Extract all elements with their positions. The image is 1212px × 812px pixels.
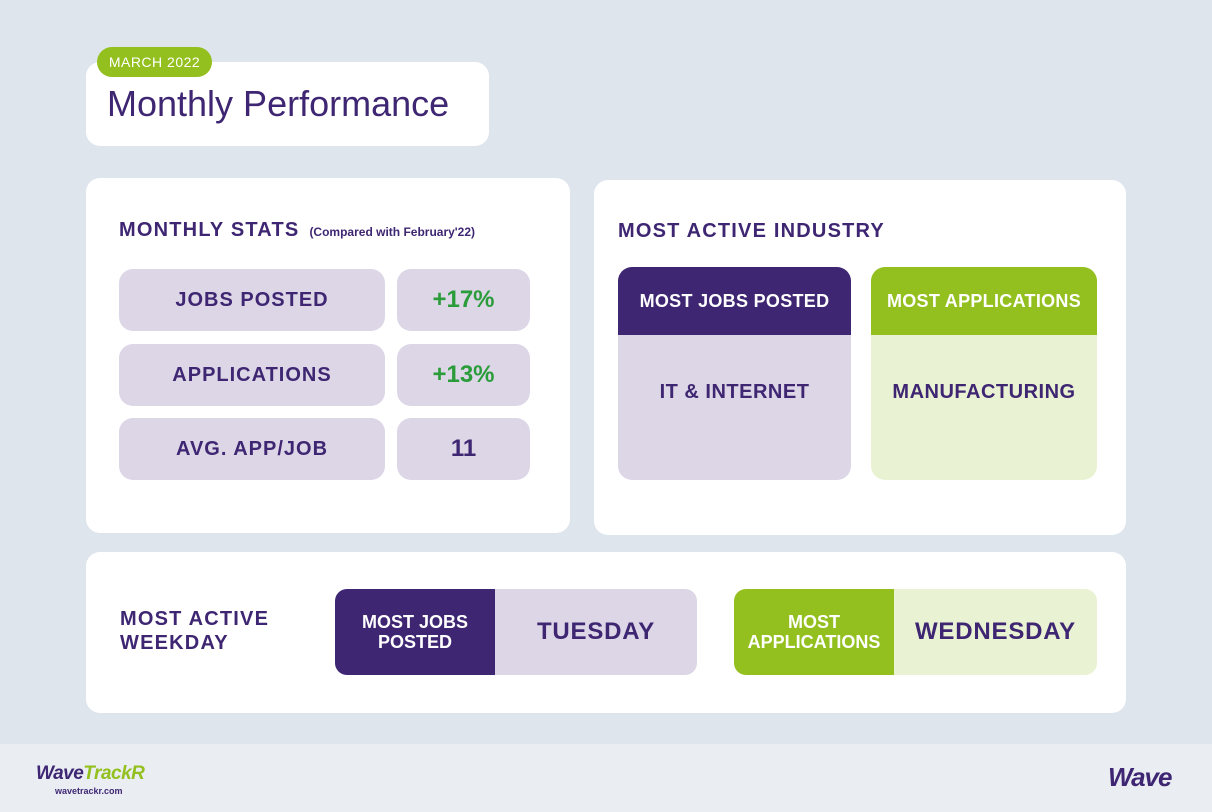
brand-url[interactable]: wavetrackr.com [55, 786, 123, 796]
brand-logo-part2: TrackR [83, 763, 145, 784]
monthly-stats-note: (Compared with February'22) [309, 225, 475, 239]
footer-bar [0, 744, 1212, 812]
wave-logo: Wave [1108, 762, 1172, 792]
industry-jobs-box: MOST JOBS POSTED IT & INTERNET [618, 267, 851, 480]
industry-heading: MOST ACTIVE INDUSTRY [618, 220, 885, 242]
stat-value-jobs-posted: +17% [397, 269, 530, 331]
monthly-stats-title: MONTHLY STATS [119, 219, 300, 241]
stat-label-jobs-posted: JOBS POSTED [119, 269, 385, 331]
brand-logo-part1: Wave [36, 763, 84, 784]
stat-label-avg-app-job: AVG. APP/JOB [119, 418, 385, 480]
weekday-applications-value: WEDNESDAY [894, 589, 1097, 675]
wavetrackr-logo: WaveTrackR [36, 763, 145, 785]
weekday-jobs-label: MOST JOBS POSTED [335, 589, 495, 675]
industry-applications-box: MOST APPLICATIONS MANUFACTURING [871, 267, 1097, 480]
stat-value-avg-app-job: 11 [397, 418, 530, 480]
weekday-jobs-box: MOST JOBS POSTED TUESDAY [335, 589, 697, 675]
page-title: Monthly Performance [107, 83, 450, 124]
weekday-applications-label: MOST APPLICATIONS [734, 589, 894, 675]
weekday-jobs-value: TUESDAY [495, 589, 697, 675]
industry-jobs-value: IT & INTERNET [618, 335, 851, 480]
monthly-stats-heading: MONTHLY STATS (Compared with February'22) [119, 219, 475, 242]
industry-applications-label: MOST APPLICATIONS [871, 267, 1097, 335]
stat-value-applications: +13% [397, 344, 530, 406]
month-badge: MARCH 2022 [97, 47, 212, 77]
weekday-applications-box: MOST APPLICATIONS WEDNESDAY [734, 589, 1097, 675]
industry-applications-value: MANUFACTURING [871, 335, 1097, 480]
industry-jobs-label: MOST JOBS POSTED [618, 267, 851, 335]
stat-label-applications: APPLICATIONS [119, 344, 385, 406]
weekday-heading: MOST ACTIVE WEEKDAY [120, 608, 270, 654]
